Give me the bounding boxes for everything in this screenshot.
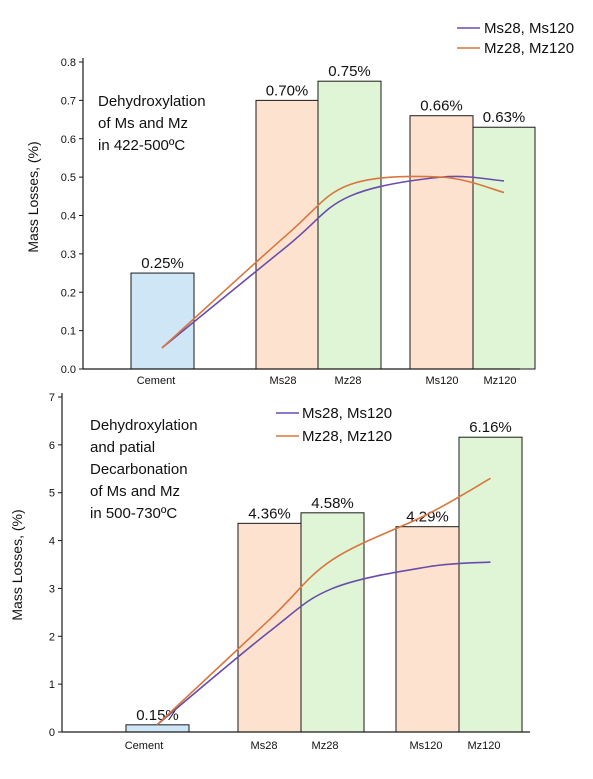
x-tick-label-ms28: Ms28 <box>270 375 297 387</box>
y-tick-label: 0.2 <box>61 287 76 299</box>
y-tick-label: 0.3 <box>61 249 76 261</box>
bar-ms120 <box>409 115 474 370</box>
y-tick-label: 4 <box>49 536 55 548</box>
value-label-cement: 0.15% <box>136 707 179 724</box>
value-label-ms120: 4.29% <box>406 509 449 526</box>
value-label-ms28: 4.36% <box>248 505 291 522</box>
y-tick-label: 0.0 <box>61 364 76 376</box>
y-tick-label: 0.7 <box>61 95 76 107</box>
legend-label-mz: Mz28, Mz120 <box>484 40 574 57</box>
legend-label-ms: Ms28, Ms120 <box>302 405 392 422</box>
trend-line-ms <box>156 561 491 726</box>
y-tick-label: 0.5 <box>61 172 76 184</box>
bar-mz120 <box>458 436 523 733</box>
trend-line-mz <box>161 175 505 349</box>
x-tick-label-ms120: Ms120 <box>409 740 442 752</box>
y-tick-label: 1 <box>49 679 55 691</box>
annotation-line: Dehydroxylation <box>90 417 198 434</box>
bar-mz28 <box>300 512 365 733</box>
y-tick-label: 0.6 <box>61 134 76 146</box>
y-axis-label: Mass Losses, (%) <box>9 509 25 620</box>
value-label-mz28: 4.58% <box>311 495 354 512</box>
legend-label-mz: Mz28, Mz120 <box>302 428 392 445</box>
annotation-line: of Ms and Mz <box>98 115 188 132</box>
trend-line-ms <box>161 175 505 349</box>
y-tick-label: 7 <box>49 392 55 404</box>
y-tick-label: 0.8 <box>61 57 76 69</box>
chart-panel-1: 0.25% 0.70% 0.75% 0.66% 0.63% 0.0 0.1 0.2 0.3 0.4… <box>25 20 574 387</box>
x-tick-label-mz28: Mz28 <box>312 740 339 752</box>
value-label-mz120: 0.63% <box>483 109 526 126</box>
x-tick-label-ms120: Ms120 <box>425 375 458 387</box>
x-tick-label-cement: Cement <box>125 740 164 752</box>
y-tick-label: 5 <box>49 488 55 500</box>
annotation-line: of Ms and Mz <box>90 483 180 500</box>
y-tick-label: 2 <box>49 631 55 643</box>
annotation-line: in 500-730ºC <box>90 505 177 522</box>
value-label-mz120: 6.16% <box>469 419 512 436</box>
annotation-line: and patial <box>90 439 155 456</box>
y-axis-label: Mass Losses, (%) <box>25 141 41 252</box>
x-tick-label-mz28: Mz28 <box>335 375 362 387</box>
trend-line-mz <box>156 477 491 726</box>
y-tick-label: 0 <box>49 727 55 739</box>
value-label-mz28: 0.75% <box>328 63 371 80</box>
x-tick-label-ms28: Ms28 <box>251 740 278 752</box>
bar-cement <box>125 724 190 733</box>
value-label-ms120: 0.66% <box>420 98 463 115</box>
annotation-line: Dehydroxylation <box>98 93 206 110</box>
y-tick-label: 6 <box>49 440 55 452</box>
bar-mz28 <box>317 80 382 370</box>
annotation-line: in 422-500ºC <box>98 137 185 154</box>
value-label-ms28: 0.70% <box>266 82 309 99</box>
x-tick-label-cement: Cement <box>137 375 176 387</box>
bar-ms120 <box>395 526 460 733</box>
bar-cement <box>130 272 195 370</box>
bar-ms28 <box>237 522 302 733</box>
bar-mz120 <box>472 126 536 370</box>
chart-panel-2: 0.15% 4.36% 4.58% 4.29% 6.16% 0 1 2 3 4 5 6 7 Cement M… <box>9 392 530 752</box>
annotation-line: Decarbonation <box>90 461 188 478</box>
x-tick-label-mz120: Mz120 <box>483 375 516 387</box>
x-tick-label-mz120: Mz120 <box>467 740 500 752</box>
y-tick-label: 0.1 <box>61 326 76 338</box>
y-tick-label: 0.4 <box>61 211 76 223</box>
y-tick-label: 3 <box>49 583 55 595</box>
legend-label-ms: Ms28, Ms120 <box>484 20 574 37</box>
value-label-cement: 0.25% <box>141 255 184 272</box>
